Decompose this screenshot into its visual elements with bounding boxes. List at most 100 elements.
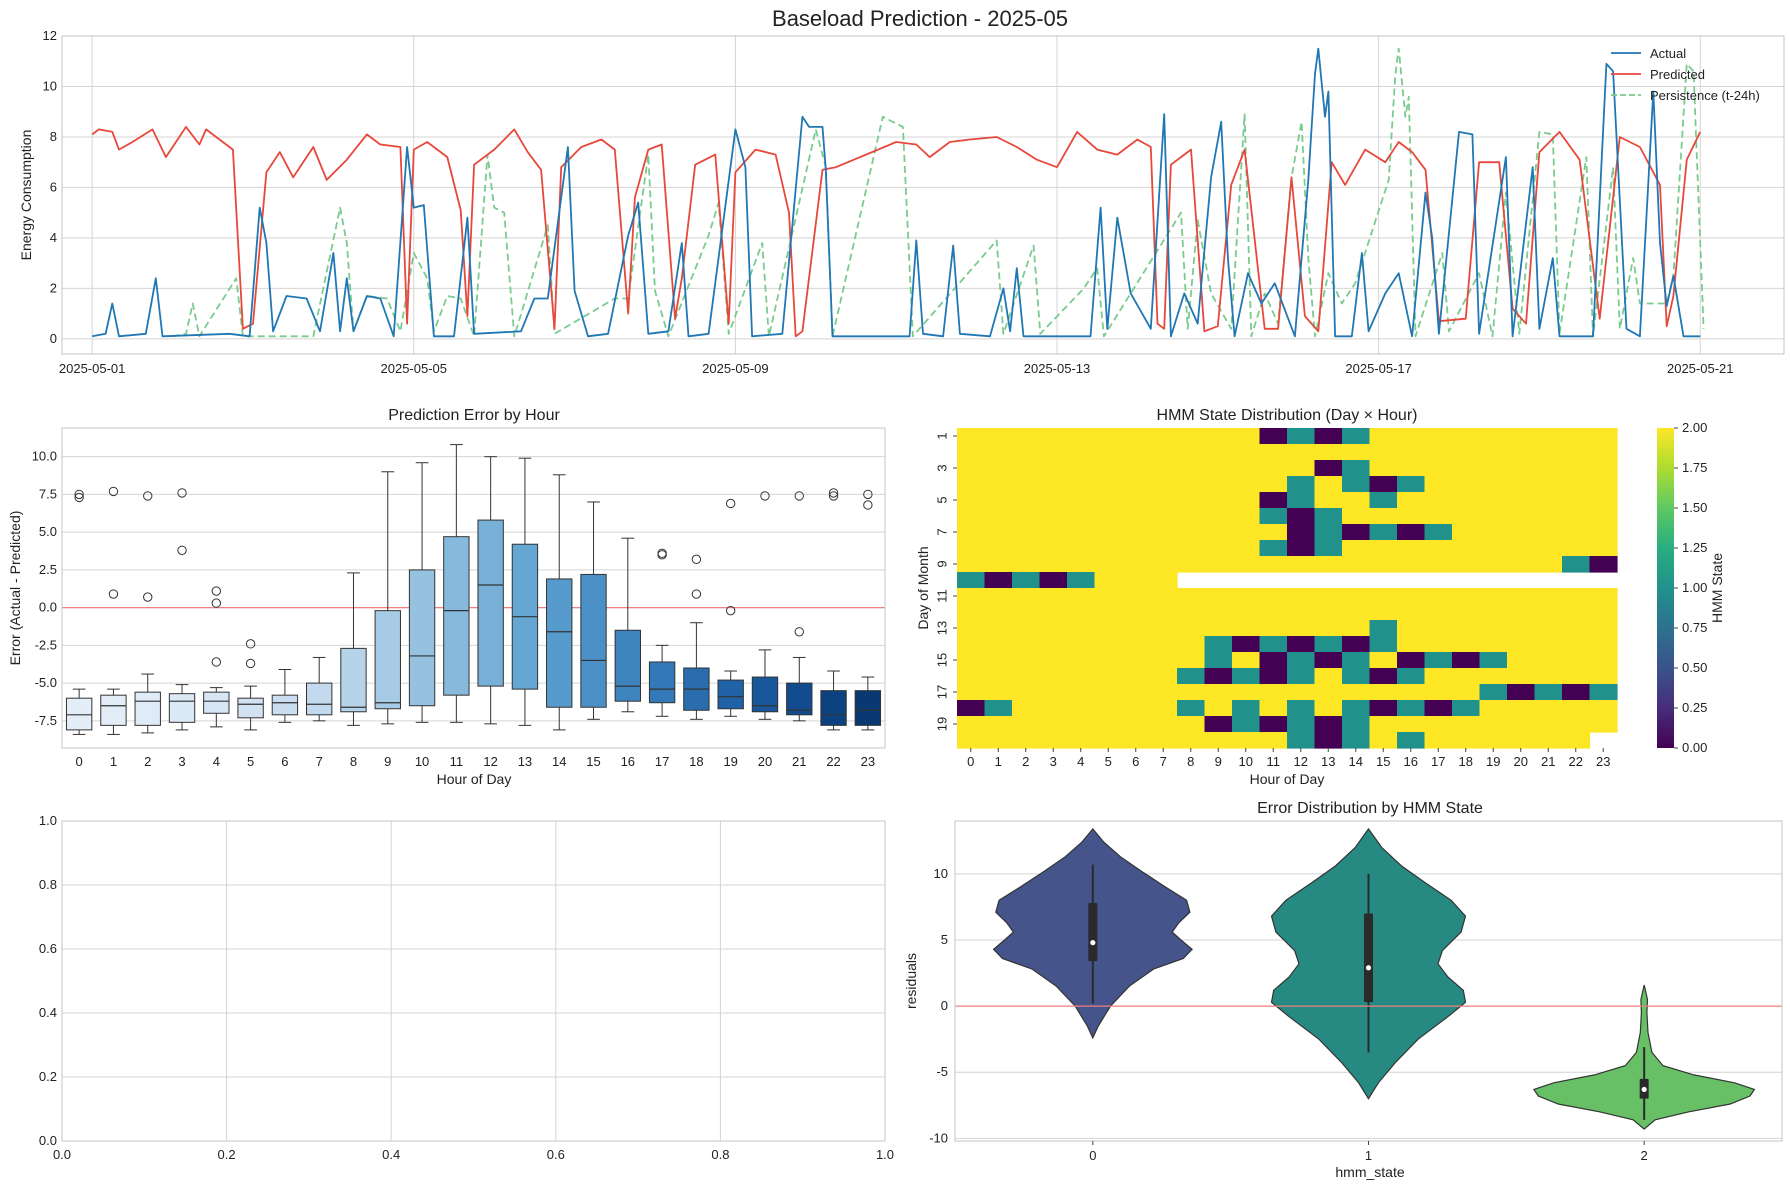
heatmap-cell xyxy=(1342,684,1371,701)
heatmap-cell xyxy=(1122,476,1151,493)
heatmap-cell xyxy=(1177,716,1206,733)
boxplot-y-tick-label: 10.0 xyxy=(32,449,57,464)
heatmap-cell xyxy=(1369,588,1398,605)
heatmap-cell xyxy=(1562,636,1591,653)
heatmap-title: HMM State Distribution (Day × Hour) xyxy=(1157,407,1418,424)
colorbar-tick-label: 0.50 xyxy=(1682,660,1707,675)
box-outlier xyxy=(863,489,873,500)
heatmap-x-tick-label: 11 xyxy=(1267,754,1281,769)
heatmap-cell xyxy=(1149,700,1178,717)
heatmap-cell xyxy=(1012,524,1041,541)
colorbar-tick-label: 1.25 xyxy=(1682,540,1707,555)
violin-x-ticks: 0 1 2 xyxy=(1089,1141,1648,1163)
box-outlier xyxy=(691,589,702,599)
heatmap-cell xyxy=(1177,460,1206,477)
legend-label-predicted: Predicted xyxy=(1650,67,1705,82)
heatmap-cell xyxy=(1452,556,1481,573)
heatmap-cell xyxy=(1204,476,1233,493)
box-outlier xyxy=(794,491,804,501)
heatmap-cell xyxy=(1012,444,1041,461)
heatmap-cell xyxy=(1177,540,1206,557)
timeseries-panel: 2025-05-01 2025-05-05 2025-05-09 2025-05-13… xyxy=(18,28,1785,376)
legend-label-persistence: Persistence (t-24h) xyxy=(1650,88,1760,103)
heatmap-cell xyxy=(1342,556,1371,573)
heatmap-cell xyxy=(1039,460,1068,477)
empty-y-tick-label: 0.6 xyxy=(39,941,57,956)
boxplot-x-tick-label: 7 xyxy=(316,754,323,769)
heatmap-cell xyxy=(1507,620,1536,637)
heatmap-cell xyxy=(1149,652,1178,669)
heatmap-cell xyxy=(1369,668,1398,685)
heatmap-cell xyxy=(1534,700,1563,717)
heatmap-cell xyxy=(1177,476,1206,493)
heatmap-cell xyxy=(1039,636,1068,653)
boxplot-x-tick-label: 22 xyxy=(826,754,840,769)
empty-y-ticks: 0.0 0.2 0.4 0.6 0.8 1.0 xyxy=(39,813,57,1148)
heatmap-x-tick-label: 7 xyxy=(1160,754,1167,769)
heatmap-cell xyxy=(1067,556,1096,573)
boxplot-x-tick-label: 9 xyxy=(384,754,391,769)
heatmap-cell xyxy=(1149,588,1178,605)
box-outlier xyxy=(863,500,873,510)
heatmap-cell xyxy=(1562,652,1591,669)
heatmap-cell xyxy=(1397,668,1426,685)
heatmap-cell xyxy=(1397,620,1426,637)
heatmap-cell xyxy=(1424,524,1453,541)
heatmap-x-tick-label: 0 xyxy=(967,754,974,769)
box-body xyxy=(374,610,401,710)
boxplot-x-tick-label: 20 xyxy=(758,754,772,769)
heatmap-cell xyxy=(1589,476,1618,493)
heatmap-cell xyxy=(1094,508,1123,525)
box-outlier xyxy=(657,548,667,558)
heatmap-cell xyxy=(1589,716,1618,733)
heatmap-cell xyxy=(1424,620,1453,637)
empty-grid xyxy=(61,820,886,1142)
heatmap-cell xyxy=(1149,716,1178,733)
heatmap-x-tick-label: 14 xyxy=(1349,754,1363,769)
heatmap-cell xyxy=(1067,668,1096,685)
heatmap-cell xyxy=(1149,508,1178,525)
boxplot-x-tick-label: 2 xyxy=(144,754,151,769)
heatmap-cell xyxy=(984,508,1013,525)
heatmap-cell xyxy=(1369,684,1398,701)
violin-x-tick-label: 1 xyxy=(1365,1148,1372,1163)
heatmap-cell xyxy=(1534,588,1563,605)
heatmap-cell xyxy=(984,428,1013,445)
heatmap-cell xyxy=(1259,444,1288,461)
heatmap-cell xyxy=(1342,700,1371,717)
heatmap-cell xyxy=(1177,732,1206,749)
heatmap-cell xyxy=(984,636,1013,653)
heatmap-cell xyxy=(1562,604,1591,621)
heatmap-cell xyxy=(1314,460,1343,477)
heatmap-cell xyxy=(1287,652,1316,669)
heatmap-cell xyxy=(1067,524,1096,541)
heatmap-cell xyxy=(1534,652,1563,669)
heatmap-x-tick-label: 23 xyxy=(1596,754,1610,769)
boxplot-x-tick-label: 19 xyxy=(723,754,737,769)
heatmap-y-tick-label: 15 xyxy=(934,653,949,667)
heatmap-cell xyxy=(1589,524,1618,541)
boxplot-y-tick-label: -2.5 xyxy=(35,637,57,652)
heatmap-cell xyxy=(1397,684,1426,701)
empty-x-tick-label: 0.4 xyxy=(382,1147,400,1162)
heatmap-cell xyxy=(1122,460,1151,477)
timeseries-y-tick-label: 6 xyxy=(50,179,57,194)
heatmap-cell xyxy=(1259,428,1288,445)
heatmap-cell xyxy=(1204,700,1233,717)
heatmap-cell xyxy=(1562,700,1591,717)
heatmap-cell xyxy=(1122,572,1151,589)
heatmap-cell xyxy=(1287,636,1316,653)
timeseries-y-tick-label: 12 xyxy=(43,28,57,43)
empty-y-tick-label: 0.8 xyxy=(39,877,57,892)
heatmap-cell xyxy=(1232,668,1261,685)
legend-label-actual: Actual xyxy=(1650,46,1686,61)
heatmap-cell xyxy=(1287,716,1316,733)
heatmap-cell xyxy=(1342,444,1371,461)
heatmap-cell xyxy=(1259,732,1288,749)
heatmap-cell xyxy=(1314,684,1343,701)
heatmap-cell xyxy=(1452,476,1481,493)
boxplot-x-tick-label: 3 xyxy=(178,754,185,769)
timeseries-x-tick-label: 2025-05-13 xyxy=(1024,361,1091,376)
heatmap-cell xyxy=(1094,428,1123,445)
